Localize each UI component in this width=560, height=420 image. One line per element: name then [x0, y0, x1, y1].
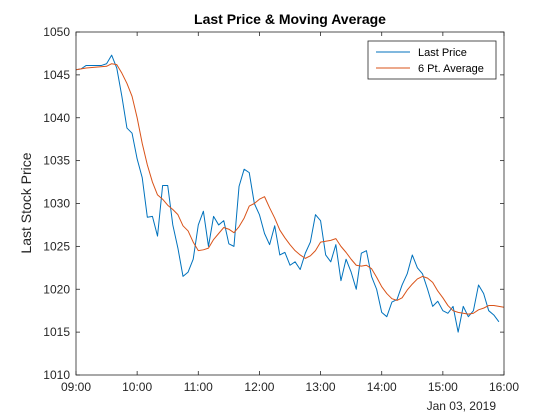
chart-title: Last Price & Moving Average: [194, 11, 386, 27]
x-tick-label: 09:00: [61, 380, 91, 394]
x-tick-label: 14:00: [367, 380, 397, 394]
y-axis-label: Last Stock Price: [18, 152, 34, 253]
y-tick-label: 1030: [43, 197, 70, 211]
date-label: Jan 03, 2019: [427, 399, 497, 413]
y-tick-label: 1050: [43, 25, 70, 39]
legend-label-last-price: Last Price: [418, 47, 467, 59]
x-tick-label: 13:00: [306, 380, 336, 394]
y-tick-label: 1045: [43, 68, 70, 82]
y-tick-label: 1035: [43, 154, 70, 168]
series-layer: [75, 54, 505, 333]
plot-frame: [75, 31, 505, 376]
plot-area: [76, 32, 504, 375]
y-tick-label: 1025: [43, 239, 70, 253]
legend-box: [367, 40, 497, 80]
series-line-moving-average: [75, 63, 505, 315]
legend: Last Price 6 Pt. Average: [367, 40, 497, 80]
y-tick-label: 1040: [43, 111, 70, 125]
y-tick-label: 1015: [43, 325, 70, 339]
x-tick-label: 11:00: [184, 380, 213, 394]
x-tick-label: 15:00: [428, 380, 458, 394]
y-tick-label: 1010: [43, 368, 70, 382]
x-tick-label: 16:00: [489, 380, 519, 394]
x-tick-label: 12:00: [244, 380, 274, 394]
y-axis-ticks: 1010 1015 1020 1025 1030 1035 1040 1045 1050: [43, 25, 504, 382]
x-tick-label: 10:00: [122, 380, 152, 394]
y-tick-label: 1020: [43, 282, 70, 296]
series-line-last-price: [75, 54, 500, 333]
x-axis-ticks: 09:00 10:00 11:00 12:00 13:00 14:00 15:00 16:00: [61, 32, 519, 394]
legend-label-moving-average: 6 Pt. Average: [418, 63, 484, 75]
